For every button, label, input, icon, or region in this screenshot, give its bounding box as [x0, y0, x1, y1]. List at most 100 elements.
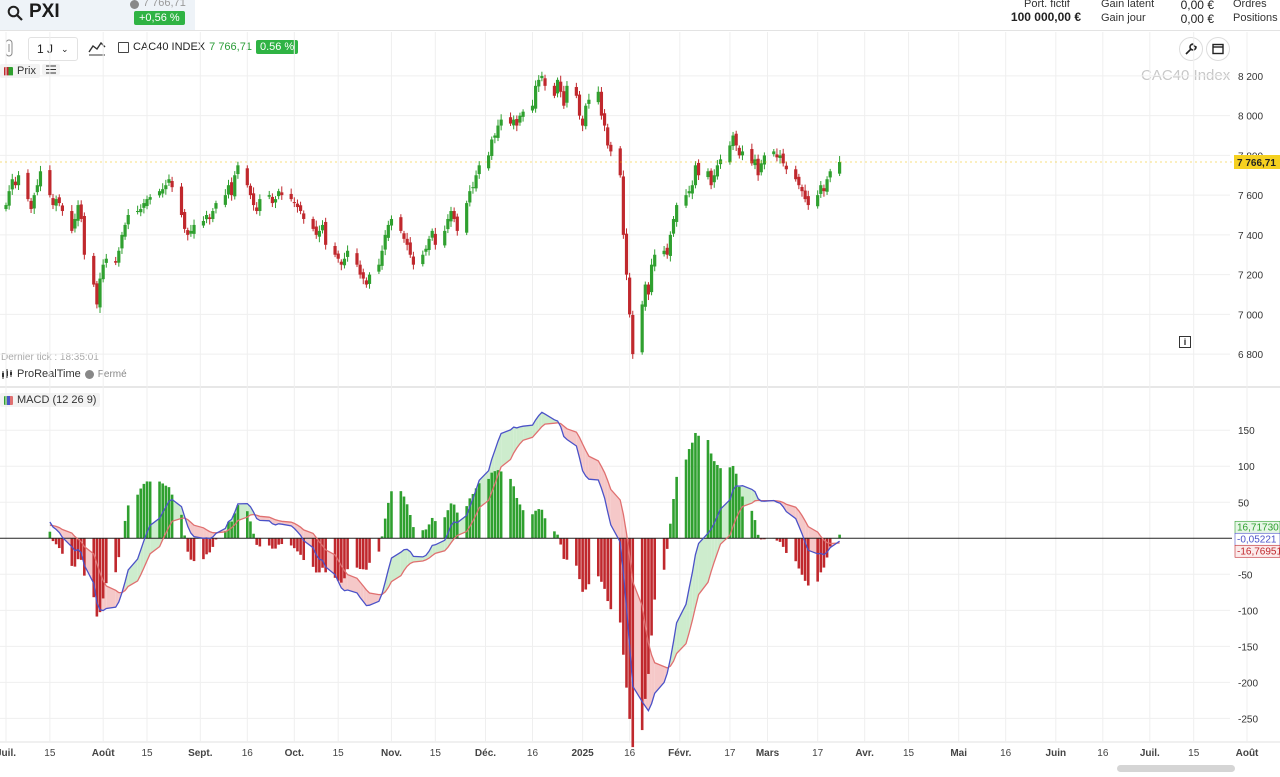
macd-signal-fill	[432, 544, 436, 556]
search-icon[interactable]	[7, 5, 23, 21]
candle-body	[794, 169, 798, 180]
macd-signal-fill	[494, 441, 499, 484]
macd-histogram-bar	[183, 535, 186, 539]
macd-signal-fill	[780, 501, 784, 507]
candle-body	[443, 230, 447, 246]
candle-body	[706, 171, 710, 178]
candle-body	[728, 145, 732, 163]
macd-legend[interactable]: MACD (12 26 9)	[0, 393, 101, 407]
macd-signal-value: -16,76951	[1237, 546, 1280, 557]
macd-histogram-bar	[299, 538, 302, 555]
macd-signal-fill	[335, 554, 339, 582]
macd-histogram-bar	[208, 538, 211, 553]
x-tick-label: Oct.	[285, 748, 305, 759]
macd-hist-value-badge	[1234, 520, 1280, 534]
macd-histogram-bar	[709, 453, 713, 539]
macd-histogram-bar	[499, 471, 503, 539]
candle-body	[606, 127, 610, 146]
macd-signal-fill	[225, 521, 229, 532]
macd-signal-fill	[228, 519, 232, 530]
window-icon[interactable]	[1206, 37, 1230, 61]
macd-histogram-bar	[302, 538, 306, 561]
macd-histogram-bar	[759, 538, 763, 540]
candle-body	[364, 280, 368, 285]
candle-body	[690, 185, 694, 194]
macd-signal-fill	[115, 590, 119, 608]
candle-body	[236, 165, 240, 175]
macd-histogram-bar	[449, 503, 453, 539]
drag-handle-icon[interactable]	[4, 37, 14, 59]
candle-body	[60, 205, 65, 212]
macd-signal-fill	[53, 525, 57, 530]
candle-body	[737, 147, 741, 156]
macd-histogram-bar	[719, 468, 722, 539]
list-icon[interactable]	[42, 64, 60, 75]
macd-signal-fill	[720, 499, 730, 545]
macd-signal-fill	[610, 489, 621, 543]
macd-signal-fill	[676, 604, 687, 654]
macd-signal-fill	[607, 480, 611, 525]
info-icon[interactable]: i	[1179, 336, 1191, 348]
macd-histogram-bar	[120, 538, 124, 539]
macd-histogram-bar	[76, 538, 80, 560]
price-legend[interactable]: Prix	[0, 64, 40, 78]
chart-type-icon[interactable]	[88, 37, 106, 59]
macd-signal-fill	[498, 433, 502, 476]
candle-body	[277, 191, 281, 197]
macd-signal-fill	[689, 572, 693, 633]
macd-signal-fill	[435, 540, 445, 554]
horizontal-scrollbar[interactable]	[1117, 765, 1235, 772]
macd-histogram-bar	[819, 538, 823, 573]
macd-signal-fill	[165, 501, 169, 534]
instrument-info[interactable]: CAC40 INDEX 7 766,71 0.56 %	[118, 40, 299, 54]
macd-histogram-bar	[653, 538, 657, 600]
macd-signal-fill	[667, 658, 671, 674]
candle-body	[806, 196, 810, 206]
macd-signal-fill	[74, 536, 79, 551]
macd-histogram-bar	[114, 538, 117, 573]
macd-signal-fill	[363, 585, 367, 606]
macd-signal-fill	[425, 551, 430, 560]
macd-histogram-bar	[775, 538, 779, 541]
price-tick-label: 6 800	[1238, 350, 1263, 361]
macd-signal-fill	[128, 559, 138, 587]
macd-signal-fill	[469, 498, 473, 527]
candle-body	[167, 179, 171, 183]
candle-body	[599, 91, 604, 116]
macd-signal-fill	[648, 642, 652, 711]
macd-signal-fill	[820, 536, 824, 555]
macd-histogram-bar	[123, 520, 127, 539]
macd-tick-label: 50	[1238, 498, 1250, 509]
macd-signal-fill	[707, 529, 712, 583]
macd-signal-fill	[103, 580, 107, 611]
candle-body	[136, 211, 140, 213]
macd-histogram-bar	[631, 538, 635, 748]
macd-tick-label: -50	[1238, 570, 1253, 581]
orders-link[interactable]: Ordres	[1233, 0, 1267, 10]
macd-signal-fill	[194, 525, 204, 539]
positions-link[interactable]: Positions	[1233, 12, 1278, 24]
macd-histogram-bar	[252, 533, 255, 539]
macd-tick-label: 150	[1238, 426, 1255, 437]
candle-body	[474, 175, 478, 189]
macd-histogram-bar	[553, 531, 556, 539]
macd-histogram-bar	[192, 538, 196, 562]
candle-body	[662, 250, 666, 255]
wrench-icon[interactable]	[1179, 37, 1203, 61]
candle-body	[380, 250, 384, 266]
macd-signal-fill	[510, 427, 514, 460]
timeframe-selector[interactable]: 1 J ⌄	[28, 37, 78, 61]
symbol-search-box[interactable]: PXI 7 766,71 +0,56 %	[0, 0, 195, 30]
macd-histogram-bar	[390, 491, 393, 539]
candle-body	[709, 170, 713, 186]
price-tick-label: 8 200	[1238, 72, 1263, 83]
candle-body	[223, 195, 227, 205]
candle-body	[104, 258, 108, 263]
macd-histogram-bar	[575, 538, 578, 566]
macd-histogram-bar	[289, 538, 293, 546]
candle-body	[838, 161, 842, 174]
macd-tick-label: -200	[1238, 678, 1258, 689]
macd-line-value-badge	[1234, 532, 1280, 546]
macd-signal-fill	[479, 470, 489, 508]
